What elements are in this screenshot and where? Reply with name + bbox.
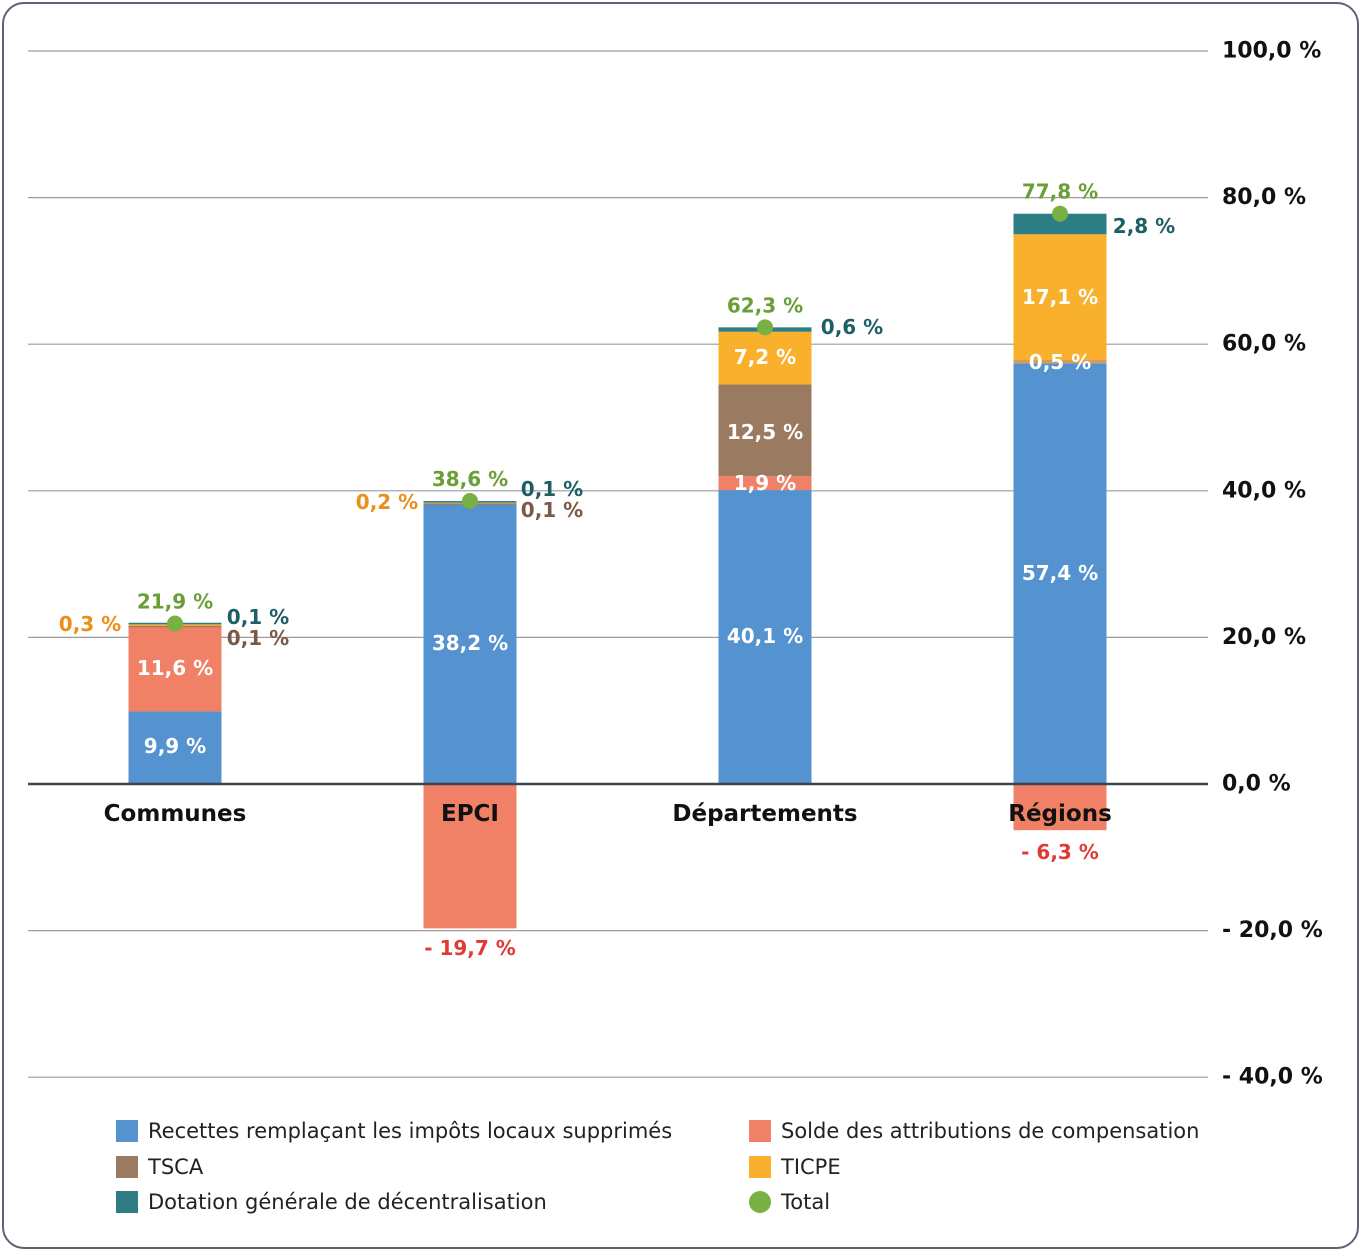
total-marker [167,615,183,632]
y-tick-label: - 20,0 % [1222,918,1323,943]
legend-label-solde: Solde des attributions de compensation [781,1119,1200,1143]
y-tick-label: 20,0 % [1222,625,1306,650]
legend-swatch-solde [749,1120,771,1142]
total-label: 21,9 % [137,589,213,613]
data-label-recettes: 9,9 % [144,734,206,758]
legend-label-dgd: Dotation générale de décentralisation [148,1190,547,1214]
legend-swatch-tsca [116,1156,138,1178]
bar-segment-solde [128,626,222,712]
y-tick-label: - 40,0 % [1222,1065,1323,1090]
legend-swatch-ticpe [749,1156,771,1178]
data-label-dgd: 0,1 % [521,477,583,501]
data-label-recettes: 38,2 % [432,631,508,655]
category-label: Départements [672,801,857,827]
legend-label-recettes: Recettes remplaçant les impôts locaux su… [148,1119,673,1143]
bar-segment-ticpe [1013,234,1107,360]
bar-segment-tsca [718,384,812,477]
data-label-dgd: 0,6 % [821,315,883,339]
y-tick-label: 100,0 % [1222,39,1321,64]
bar-segment-dgd [1013,213,1107,235]
bar-segment-ticpe [718,331,812,385]
bar-segment-solde [423,784,517,929]
total-label: 38,6 % [432,467,508,491]
data-label-ticpe: 7,2 % [734,345,796,369]
bar-segment-extra [1013,359,1107,364]
data-label-tsca: 0,1 % [227,626,289,650]
data-label-tsca: 12,5 % [727,420,803,444]
data-label-recettes: 40,1 % [727,624,803,648]
y-tick-label: 0,0 % [1222,772,1291,797]
bar-segment-recettes [718,490,812,784]
bar-segment-recettes [1013,363,1107,784]
y-tick-label: 80,0 % [1222,185,1306,210]
total-marker [462,493,478,510]
data-label-extra: 0,5 % [1029,350,1091,374]
total-label: 62,3 % [727,293,803,317]
data-label-dgd: 2,8 % [1113,214,1175,238]
legend-label-tsca: TSCA [148,1155,204,1179]
category-label: Régions [1008,801,1112,827]
legend-label-ticpe: TICPE [781,1155,841,1179]
bar-segment-solde [1013,784,1107,831]
data-label-solde: 1,9 % [734,471,796,495]
legend: Recettes remplaçant les impôts locaux su… [116,1116,1336,1226]
data-label-tsca: 0,1 % [521,498,583,522]
legend-item-recettes: Recettes remplaçant les impôts locaux su… [116,1116,672,1146]
legend-item-total: Total [749,1187,830,1217]
legend-dot-total [749,1191,771,1213]
legend-label-total: Total [781,1190,831,1214]
data-label-dgd: 0,1 % [227,605,289,629]
data-label-ticpe: 0,2 % [356,490,418,514]
category-label: EPCI [441,801,499,827]
bar-segment-recettes [423,503,517,784]
bar-segment-solde [718,476,812,491]
data-label-solde: 11,6 % [137,656,213,680]
y-tick-label: 60,0 % [1222,332,1306,357]
legend-item-solde: Solde des attributions de compensation [749,1116,1199,1146]
data-label-recettes: 57,4 % [1022,561,1098,585]
legend-item-tsca: TSCA [116,1152,203,1182]
legend-item-dgd: Dotation générale de décentralisation [116,1187,547,1217]
bar-segment-recettes [128,711,222,784]
legend-swatch-recettes [116,1120,138,1142]
legend-swatch-dgd [116,1191,138,1213]
total-marker [757,319,773,336]
data-label-solde: - 19,7 % [424,936,516,960]
data-label-solde: - 6,3 % [1021,840,1099,864]
data-label-ticpe: 17,1 % [1022,285,1098,309]
legend-item-ticpe: TICPE [749,1152,841,1182]
y-tick-label: 40,0 % [1222,478,1306,503]
total-label: 77,8 % [1022,180,1098,204]
total-marker [1052,205,1068,222]
data-label-ticpe: 0,3 % [59,612,121,636]
category-label: Communes [104,801,247,827]
